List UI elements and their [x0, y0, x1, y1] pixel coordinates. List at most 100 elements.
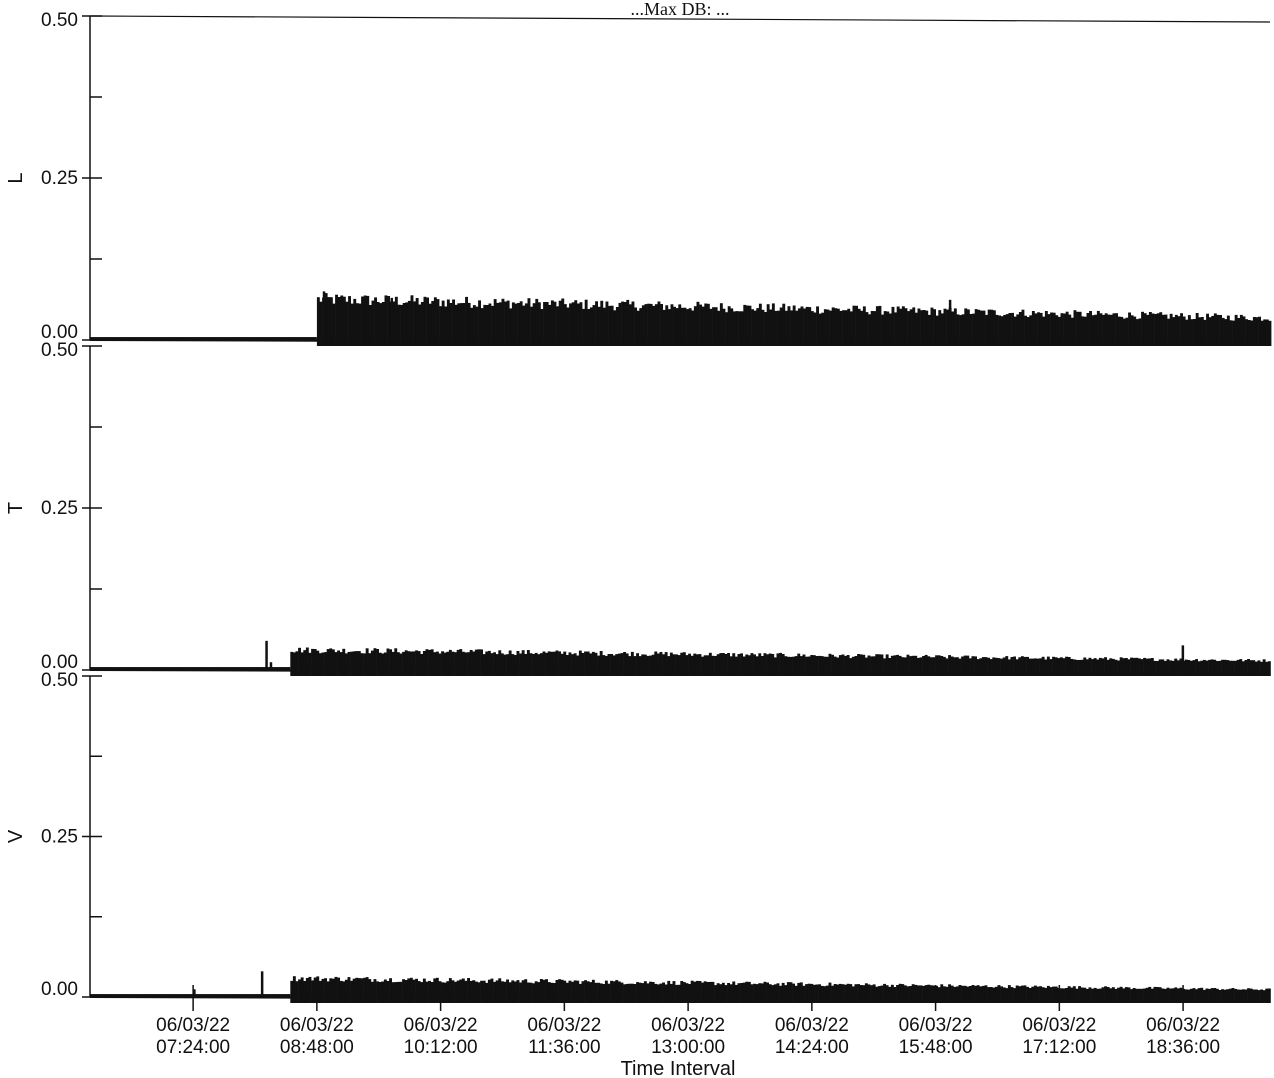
bar	[667, 309, 671, 346]
bar	[1128, 312, 1131, 346]
bar	[821, 312, 825, 346]
bar	[366, 295, 370, 346]
bar	[867, 984, 871, 1003]
bar	[425, 649, 429, 676]
bar	[1198, 317, 1202, 346]
bar	[706, 655, 710, 676]
bar	[732, 981, 736, 1003]
bar	[1234, 660, 1237, 676]
bar	[1075, 659, 1079, 676]
bar	[465, 296, 468, 346]
bar	[636, 653, 639, 676]
bar	[725, 312, 728, 346]
bar	[740, 983, 743, 1003]
bar	[1174, 314, 1178, 346]
bar	[682, 982, 686, 1003]
bar	[357, 978, 361, 1003]
bar	[360, 653, 364, 676]
bar	[1023, 656, 1027, 676]
bar	[1070, 317, 1074, 346]
bar	[1109, 988, 1113, 1003]
x-tick-time: 18:36:00	[1146, 1037, 1220, 1058]
bar	[1130, 315, 1134, 346]
bar	[709, 308, 713, 346]
bar	[1028, 658, 1032, 676]
bar	[998, 315, 1001, 346]
bar	[669, 983, 673, 1003]
bar	[438, 653, 442, 676]
bar	[714, 985, 717, 1003]
bar	[526, 982, 530, 1003]
bar	[597, 982, 600, 1003]
y-tick-label: 0.50	[41, 10, 78, 31]
bar	[1083, 657, 1087, 676]
bar	[402, 979, 405, 1003]
bar	[943, 308, 947, 346]
bar	[389, 649, 392, 676]
bar	[969, 314, 973, 346]
bar	[1111, 658, 1115, 676]
bar	[823, 986, 827, 1003]
bar	[888, 986, 892, 1003]
bar	[363, 653, 366, 676]
bar	[355, 651, 359, 676]
bar	[745, 654, 749, 676]
bar	[659, 652, 663, 676]
bar	[469, 980, 473, 1003]
bar	[1133, 316, 1137, 346]
bar	[857, 308, 861, 346]
bar	[849, 984, 853, 1003]
bar	[592, 305, 596, 346]
bar	[844, 310, 848, 346]
bar	[698, 981, 702, 1003]
bar	[623, 652, 626, 676]
bar	[686, 309, 689, 346]
bar	[1190, 319, 1194, 346]
bar	[1205, 660, 1209, 676]
bar	[1171, 660, 1175, 676]
bar	[441, 982, 444, 1003]
bar	[800, 306, 804, 346]
bar	[880, 985, 884, 1003]
bar	[574, 300, 578, 346]
bar	[675, 654, 678, 676]
bar	[1200, 317, 1204, 346]
bar	[797, 653, 801, 676]
bar	[1106, 987, 1110, 1003]
bar	[994, 986, 998, 1003]
bar	[493, 652, 496, 676]
bar	[688, 308, 692, 346]
bar	[1135, 988, 1139, 1003]
bar	[641, 983, 645, 1003]
bar	[1102, 314, 1105, 346]
bar	[758, 653, 762, 676]
bar	[539, 979, 543, 1003]
bar	[789, 656, 793, 676]
bar	[542, 979, 546, 1003]
bar	[384, 295, 388, 346]
bar	[662, 654, 665, 676]
bar	[589, 982, 593, 1003]
bar	[1172, 317, 1176, 346]
bar	[1049, 659, 1053, 676]
bar	[652, 305, 656, 346]
bar	[974, 985, 977, 1003]
bar	[425, 981, 429, 1003]
bar	[379, 303, 383, 346]
bar	[1252, 317, 1256, 346]
bar	[472, 980, 476, 1003]
bar	[818, 313, 822, 346]
bar	[581, 981, 585, 1003]
bar	[316, 297, 320, 346]
bar	[1033, 658, 1037, 676]
bar	[522, 305, 526, 346]
bar	[1026, 986, 1029, 1003]
bar	[446, 299, 450, 346]
bar	[521, 650, 525, 676]
bar	[1104, 313, 1108, 346]
bar	[340, 295, 344, 346]
bar	[633, 984, 637, 1003]
y-tick-label: 0.25	[41, 168, 78, 189]
bar	[1041, 656, 1045, 676]
bar	[950, 985, 954, 1003]
